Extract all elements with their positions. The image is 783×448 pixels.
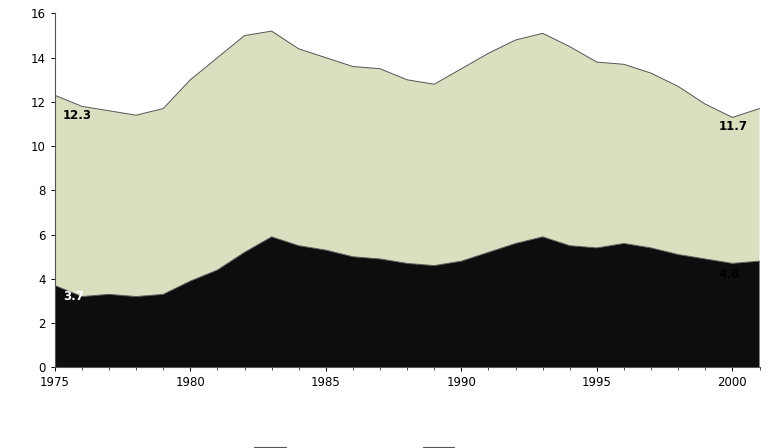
Text: 11.7: 11.7 [719,120,748,133]
Legend: Below 50 Percent, 50-100 Percent: Below 50 Percent, 50-100 Percent [249,442,565,448]
Text: 12.3: 12.3 [63,108,92,121]
Text: 4.8: 4.8 [719,268,740,281]
Text: 3.7: 3.7 [63,290,84,303]
